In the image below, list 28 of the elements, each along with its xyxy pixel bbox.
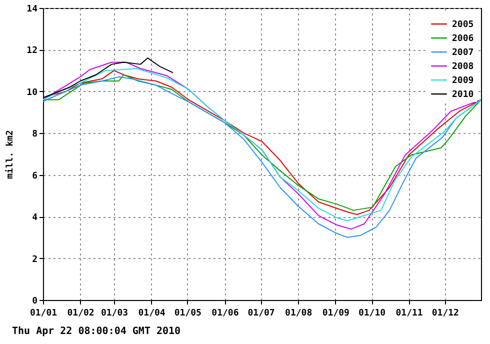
y-tick-label: 12 [26,46,38,56]
y-axis-title: mill. km2 [4,130,16,179]
y-tick-label: 10 [26,88,38,98]
x-tick-label: 01/10 [358,308,386,318]
x-tick-label: 01/08 [285,308,312,318]
legend-label: 2006 [452,34,474,44]
x-tick-label: 01/06 [212,308,239,318]
x-tick-label: 01/01 [30,308,58,318]
x-tick-label: 01/03 [100,308,128,318]
legend-label: 2005 [452,20,474,30]
x-tick-label: 01/05 [174,308,202,318]
x-tick-label: 01/09 [322,308,350,318]
x-tick-label: 01/02 [67,308,94,318]
x-tick-label: 01/11 [396,308,423,318]
legend-label: 2008 [452,62,474,72]
y-tick-label: 4 [32,213,38,224]
legend-label: 2010 [452,90,474,100]
x-tick-label: 01/07 [248,308,275,318]
text: Thu Apr 22 08:00:04 GMT 2010 [12,326,182,337]
y-tick-label: 6 [32,171,38,182]
x-tick-label: 01/04 [138,308,166,318]
y-tick-label: 2 [32,254,38,265]
legend-label: 2007 [452,48,474,58]
y-tick-label: 14 [26,4,38,14]
x-tick-label: 01/12 [432,308,459,318]
y-tick-label: 8 [32,130,38,140]
legend-label: 2009 [452,76,474,86]
y-tick-label: 0 [32,296,38,306]
